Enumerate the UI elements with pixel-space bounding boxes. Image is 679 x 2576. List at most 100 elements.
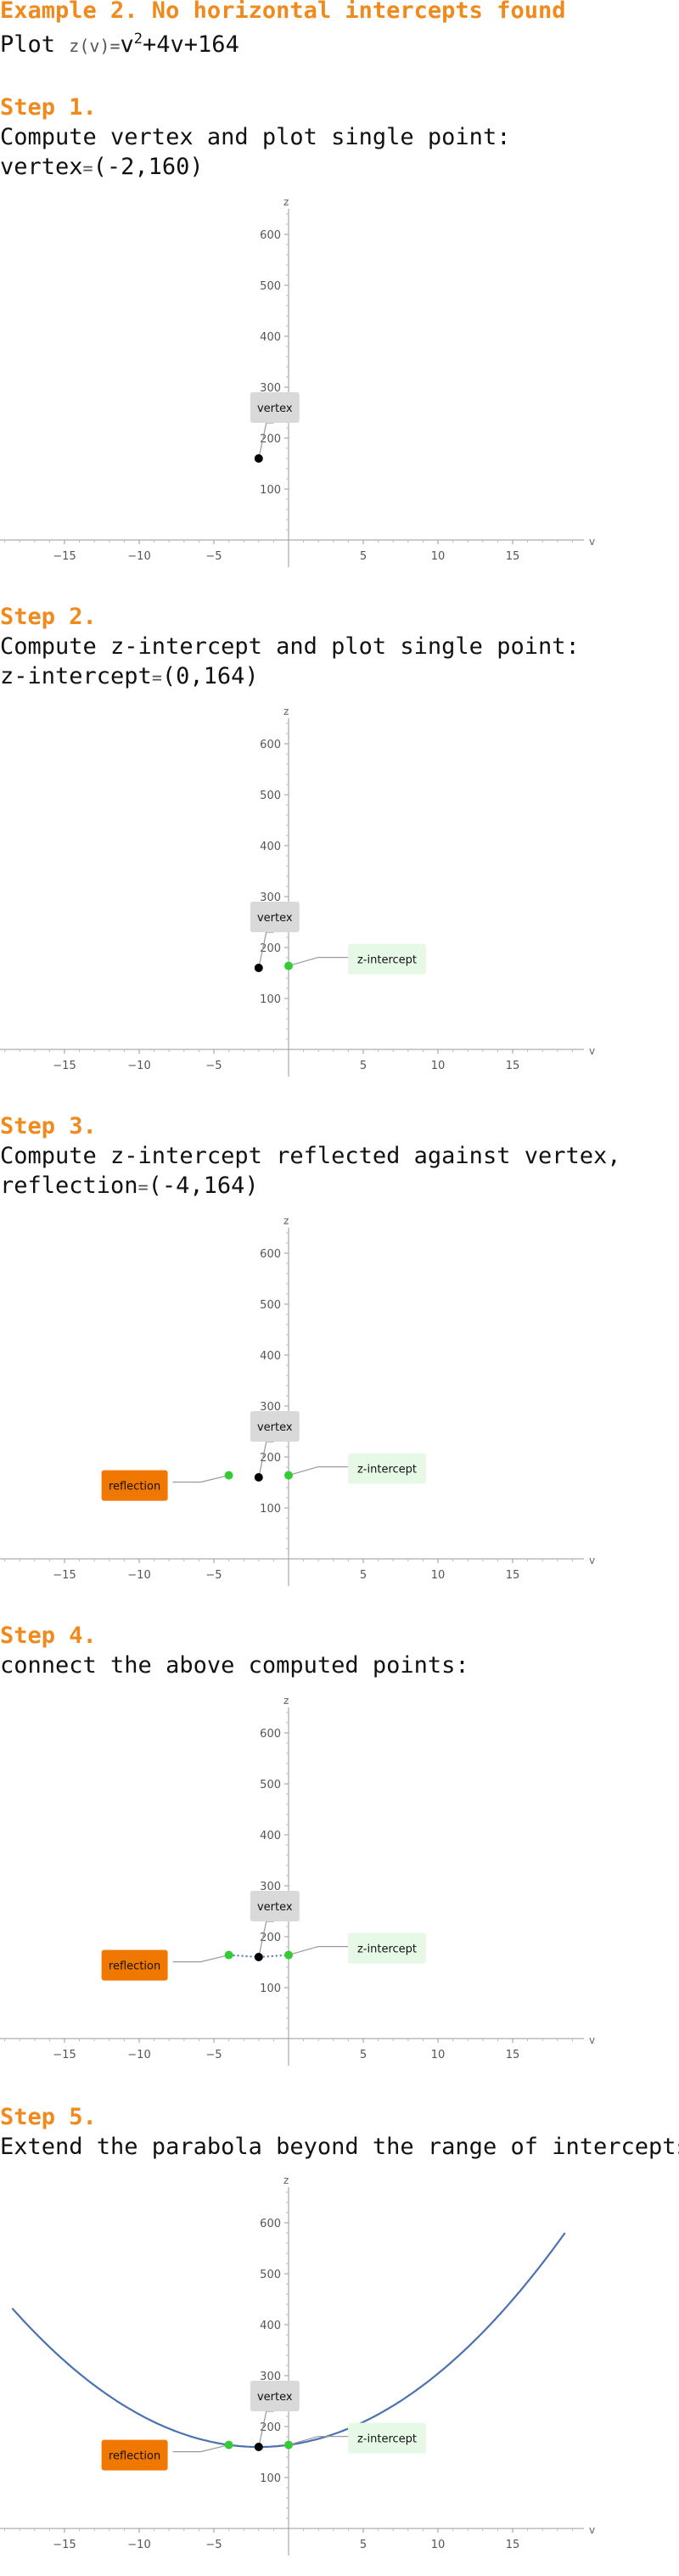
vertex-label-text: vertex [257, 1901, 293, 1914]
y-tick-label: 500 [260, 1299, 281, 1312]
z-intercept-point [284, 2440, 293, 2449]
y-tick-label: 600 [260, 1248, 281, 1261]
y-tick-label: 600 [260, 2218, 281, 2230]
step-5-heading: Step 5. [0, 2104, 97, 2130]
step-2-result: z-intercept=(0,164) [0, 663, 259, 689]
x-tick-label: 5 [360, 1060, 367, 1072]
x-tick-label: 15 [506, 2539, 520, 2551]
y-axis-label: z [283, 1695, 289, 1707]
reflection-label-text: reflection [109, 2450, 160, 2463]
function-exponent: 2 [133, 31, 143, 48]
chart-step-2: v z −15 −10 −5 5 10 15 100 200 300 400 500 600 vertex z… [0, 706, 595, 1077]
y-tick-label: 300 [260, 1881, 281, 1893]
y-axis-label: z [283, 2174, 289, 2186]
vertex-label-text: vertex [257, 1421, 293, 1434]
x-axis-label: v [589, 2034, 595, 2046]
reflection-label-text: reflection [109, 1960, 160, 1973]
x-tick-label: −15 [53, 1569, 76, 1582]
step-4-text: connect the above computed points: [0, 1652, 469, 1679]
x-tick-label: 10 [431, 1060, 446, 1072]
x-tick-label: 15 [506, 2049, 520, 2061]
intercept-label-text: z-intercept [357, 1943, 417, 1956]
x-tick-label: 5 [360, 2049, 367, 2061]
step-3-text: Compute z-intercept reflected against ve… [0, 1143, 621, 1169]
y-tick-label: 300 [260, 891, 281, 904]
x-tick-label: −15 [53, 1060, 76, 1072]
step-2-text: Compute z-intercept and plot single poin… [0, 633, 580, 660]
x-tick-label: −5 [205, 550, 222, 563]
z-intercept-point [284, 1950, 293, 1960]
reflection-point [224, 1950, 233, 1960]
y-tick-label: 600 [260, 1728, 281, 1741]
reflection-leader-line [172, 2444, 229, 2453]
y-tick-label: 100 [260, 1983, 281, 1995]
reflection-label-box [101, 2439, 168, 2471]
z-intercept-point [284, 961, 293, 970]
chart-step-5: v z −15 −10 −5 5 10 15 100 200 300 400 500 600 vertex z… [0, 2174, 595, 2556]
y-axis-label: z [283, 706, 289, 717]
intercept-leader-line [288, 2436, 348, 2446]
intercept-leader-line [288, 957, 348, 967]
chart-step-4: v z −15 −10 −5 5 10 15 100 200 300 400 500 600 vertex z… [0, 1695, 595, 2066]
y-tick-label: 100 [260, 1503, 281, 1516]
x-axis-label: v [589, 1045, 595, 1057]
vertex-point [254, 454, 263, 463]
y-tick-label: 500 [260, 280, 281, 293]
x-tick-label: −5 [205, 1569, 222, 1582]
vertex-point [254, 2443, 263, 2451]
intercept-leader-line [288, 1946, 348, 1956]
y-tick-label: 100 [260, 2472, 281, 2485]
reflection-leader-line [172, 1954, 229, 1963]
x-tick-label: −5 [205, 1060, 222, 1072]
step-1-result: vertex=(-2,160) [0, 154, 204, 180]
y-tick-label: 400 [260, 331, 281, 344]
x-tick-label: −5 [205, 2539, 222, 2551]
plot-prefix: Plot [0, 31, 56, 58]
x-tick-label: 10 [431, 550, 446, 563]
y-tick-label: 100 [260, 484, 281, 497]
x-tick-label: 15 [506, 550, 520, 563]
vertex-label-box [250, 1891, 300, 1921]
vertex-point [254, 964, 263, 972]
reflection-label-box [101, 1470, 168, 1501]
y-tick-label: 200 [260, 2421, 281, 2434]
x-tick-label: 10 [431, 2539, 446, 2551]
step-2-result-label: z-intercept [0, 663, 152, 689]
x-tick-label: −10 [127, 2049, 150, 2061]
step-3-heading: Step 3. [0, 1113, 97, 1139]
intercept-label-text: z-intercept [357, 954, 417, 967]
y-tick-label: 500 [260, 790, 281, 802]
y-tick-label: 400 [260, 1830, 281, 1842]
x-tick-label: 5 [360, 1569, 367, 1582]
x-tick-label: −15 [53, 2049, 76, 2061]
step-5-text: Extend the parabola beyond the range of … [0, 2134, 679, 2160]
x-tick-label: 15 [506, 1060, 520, 1072]
step-3-result-value: (-4,164) [148, 1173, 259, 1199]
x-tick-label: 15 [506, 1569, 520, 1582]
y-tick-label: 500 [260, 1779, 281, 1791]
vertex-label-box [250, 902, 300, 932]
x-tick-label: 5 [360, 550, 367, 563]
x-tick-label: 5 [360, 2539, 367, 2551]
intercept-label-box [348, 1453, 426, 1484]
y-tick-label: 400 [260, 841, 281, 853]
x-tick-label: −5 [205, 2049, 222, 2061]
x-tick-label: −10 [127, 1569, 150, 1582]
connecting-segment [258, 1954, 289, 1958]
reflection-leader-line [172, 1475, 229, 1483]
step-1-result-value: (-2,160) [93, 154, 204, 180]
intercept-label-text: z-intercept [357, 2433, 417, 2446]
y-tick-label: 600 [260, 229, 281, 242]
chart-step-3: v z −15 −10 −5 5 10 15 100 200 300 400 500 600 vertex z… [0, 1215, 595, 1586]
function-rest: +4v+164 [143, 31, 239, 58]
function-lhs: z(v)= [69, 36, 121, 56]
reflection-point [224, 1471, 233, 1480]
step-1-result-label: vertex [0, 154, 83, 180]
y-axis-label: z [283, 1215, 289, 1227]
x-tick-label: −10 [127, 550, 150, 563]
y-tick-label: 200 [260, 1452, 281, 1465]
x-tick-label: −15 [53, 550, 76, 563]
reflection-label-box [101, 1949, 168, 1981]
vertex-point [254, 1473, 263, 1482]
x-tick-label: −10 [127, 1060, 150, 1072]
